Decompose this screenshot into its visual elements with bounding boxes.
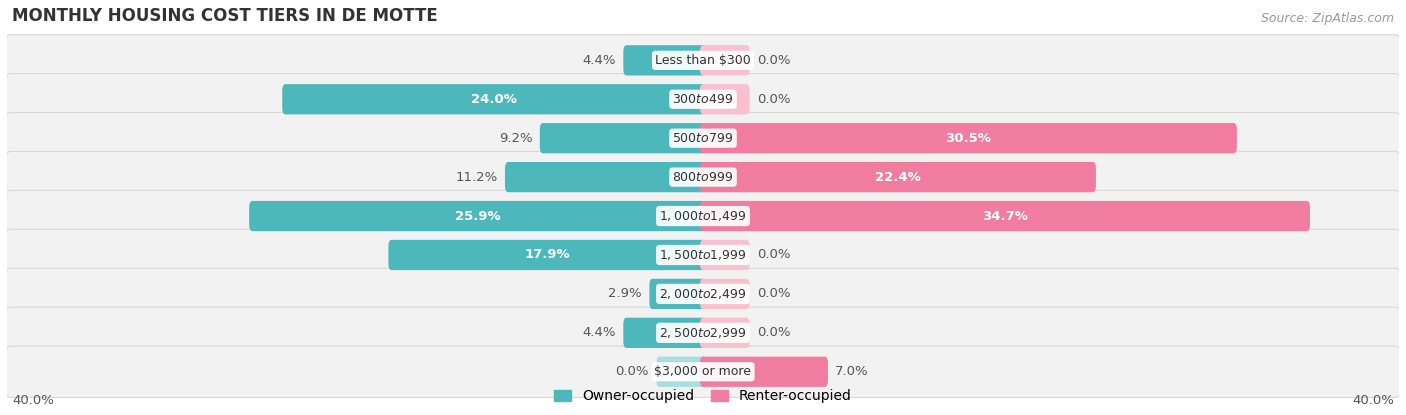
Text: 0.0%: 0.0%	[756, 93, 790, 106]
FancyBboxPatch shape	[6, 307, 1400, 359]
FancyBboxPatch shape	[650, 279, 706, 309]
FancyBboxPatch shape	[700, 162, 1095, 192]
FancyBboxPatch shape	[700, 45, 749, 76]
Text: $2,500 to $2,999: $2,500 to $2,999	[659, 326, 747, 340]
Text: 11.2%: 11.2%	[456, 171, 498, 183]
Text: $3,000 or more: $3,000 or more	[655, 365, 751, 378]
FancyBboxPatch shape	[623, 318, 706, 348]
FancyBboxPatch shape	[700, 240, 749, 270]
Text: $1,500 to $1,999: $1,500 to $1,999	[659, 248, 747, 262]
Text: 34.7%: 34.7%	[981, 210, 1028, 222]
Text: $300 to $499: $300 to $499	[672, 93, 734, 106]
FancyBboxPatch shape	[6, 151, 1400, 203]
Text: 4.4%: 4.4%	[582, 54, 616, 67]
FancyBboxPatch shape	[700, 123, 1237, 153]
Text: 40.0%: 40.0%	[13, 394, 53, 408]
FancyBboxPatch shape	[249, 201, 706, 231]
Text: 9.2%: 9.2%	[499, 132, 533, 145]
Text: $500 to $799: $500 to $799	[672, 132, 734, 145]
FancyBboxPatch shape	[540, 123, 706, 153]
Text: 0.0%: 0.0%	[756, 326, 790, 339]
FancyBboxPatch shape	[6, 229, 1400, 281]
FancyBboxPatch shape	[623, 45, 706, 76]
FancyBboxPatch shape	[6, 346, 1400, 398]
FancyBboxPatch shape	[700, 279, 749, 309]
Text: 25.9%: 25.9%	[454, 210, 501, 222]
FancyBboxPatch shape	[6, 190, 1400, 242]
Text: 7.0%: 7.0%	[835, 365, 869, 378]
FancyBboxPatch shape	[283, 84, 706, 115]
Text: 24.0%: 24.0%	[471, 93, 517, 106]
Legend: Owner-occupied, Renter-occupied: Owner-occupied, Renter-occupied	[548, 383, 858, 409]
Text: 2.9%: 2.9%	[609, 288, 643, 300]
Text: 0.0%: 0.0%	[616, 365, 650, 378]
Text: 40.0%: 40.0%	[1353, 394, 1393, 408]
FancyBboxPatch shape	[6, 112, 1400, 164]
FancyBboxPatch shape	[388, 240, 706, 270]
Text: MONTHLY HOUSING COST TIERS IN DE MOTTE: MONTHLY HOUSING COST TIERS IN DE MOTTE	[13, 7, 437, 24]
FancyBboxPatch shape	[505, 162, 706, 192]
Text: 0.0%: 0.0%	[756, 249, 790, 261]
Text: 4.4%: 4.4%	[582, 326, 616, 339]
Text: $1,000 to $1,499: $1,000 to $1,499	[659, 209, 747, 223]
FancyBboxPatch shape	[700, 318, 749, 348]
FancyBboxPatch shape	[6, 268, 1400, 320]
FancyBboxPatch shape	[700, 201, 1310, 231]
Text: 17.9%: 17.9%	[524, 249, 569, 261]
FancyBboxPatch shape	[6, 34, 1400, 86]
Text: Less than $300: Less than $300	[655, 54, 751, 67]
Text: 22.4%: 22.4%	[875, 171, 921, 183]
Text: Source: ZipAtlas.com: Source: ZipAtlas.com	[1261, 12, 1393, 24]
Text: 0.0%: 0.0%	[756, 288, 790, 300]
FancyBboxPatch shape	[6, 73, 1400, 125]
Text: 0.0%: 0.0%	[756, 54, 790, 67]
Text: $2,000 to $2,499: $2,000 to $2,499	[659, 287, 747, 301]
Text: 30.5%: 30.5%	[945, 132, 991, 145]
Text: $800 to $999: $800 to $999	[672, 171, 734, 183]
FancyBboxPatch shape	[700, 84, 749, 115]
FancyBboxPatch shape	[657, 356, 706, 387]
FancyBboxPatch shape	[700, 356, 828, 387]
